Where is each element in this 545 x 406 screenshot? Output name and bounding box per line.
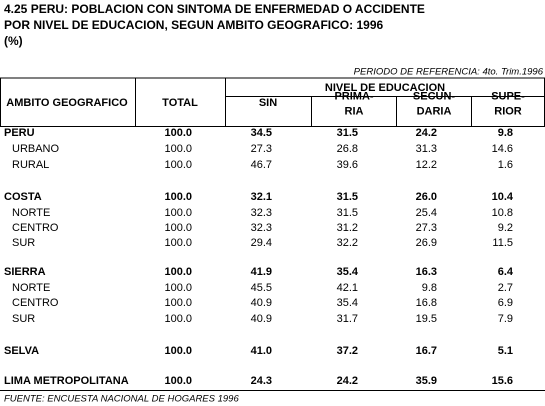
cell: 26.0 [416,191,437,203]
row-label: COSTA [4,191,42,203]
row-label: NORTE [12,282,50,294]
cell: 9.2 [498,222,513,234]
cell: 32.2 [337,237,358,249]
cell: 26.8 [337,143,358,155]
cell: 27.3 [251,143,272,155]
cell: 1.6 [498,159,513,171]
cell: 100.0 [164,143,192,155]
cell: 41.0 [251,345,272,357]
column-header: TOTAL [162,97,198,109]
column-header: DARIA [417,105,452,117]
cell: 11.5 [492,237,513,249]
row-label: LIMA METROPOLITANA [4,375,129,387]
cell: 14.6 [492,143,513,155]
reference: PERIODO DE REFERENCIA: 4to. Trim.1996 [354,67,544,78]
cell: 42.1 [337,282,358,294]
cell: 37.2 [337,345,358,357]
cell: 16.3 [416,266,437,278]
cell: 35.9 [416,375,437,387]
cell: 16.7 [416,345,437,357]
cell: 10.8 [492,207,513,219]
column-header: AMBITO GEOGRAFICO [6,97,128,109]
cell: 31.5 [337,191,358,203]
cell: 100.0 [164,297,192,309]
cell: 100.0 [164,159,192,171]
row-label: PERU [4,127,35,139]
cell: 100.0 [164,313,192,325]
cell: 35.4 [337,266,359,278]
cell: 10.4 [492,191,514,203]
cell: 15.6 [492,375,513,387]
cell: 45.5 [251,282,272,294]
cell: 40.9 [251,313,272,325]
cell: 27.3 [416,222,437,234]
cell: 12.2 [416,159,437,171]
footer: FUENTE: ENCUESTA NACIONAL DE HOGARES 199… [4,394,239,405]
cell: 31.5 [337,207,358,219]
cell: 6.9 [498,297,513,309]
cell: 31.5 [337,127,358,139]
cell: 32.1 [251,191,272,203]
cell: 24.3 [251,375,272,387]
row-label: CENTRO [12,222,59,234]
column-header: NIVEL DE EDUCACION [325,82,445,94]
cell: 39.6 [337,159,358,171]
row-label: SELVA [4,345,39,357]
cell: 24.2 [337,375,358,387]
cell: 2.7 [498,282,513,294]
cell: 9.8 [498,127,513,139]
cell: 19.5 [416,313,437,325]
cell: 31.2 [337,222,358,234]
column-header: SECUN- [413,90,456,102]
cell: 34.5 [251,127,272,139]
cell: 6.4 [498,266,514,278]
cell: 41.9 [251,266,272,278]
row-label: SIERRA [4,266,46,278]
cell: 100.0 [164,237,192,249]
row-label: CENTRO [12,297,59,309]
cell: 100.0 [164,222,192,234]
row-label: URBANO [12,143,60,155]
title: (%) [4,34,23,48]
cell: 46.7 [251,159,272,171]
cell: 100.0 [164,375,192,387]
column-header: SIN [259,97,277,109]
cell: 29.4 [251,237,272,249]
cell: 7.9 [498,313,513,325]
row-label: NORTE [12,207,50,219]
title: POR NIVEL DE EDUCACION, SEGUN AMBITO GEO… [4,18,383,32]
column-header: SUPE- [491,90,525,102]
cell: 100.0 [164,282,192,294]
cell: 24.2 [416,127,437,139]
cell: 32.3 [251,222,272,234]
column-header: PRIMA- [334,90,373,102]
column-header: RIA [345,105,364,117]
cell: 31.7 [337,313,358,325]
cell: 9.8 [422,282,437,294]
cell: 40.9 [251,297,272,309]
title: 4.25 PERU: POBLACION CON SINTOMA DE ENFE… [4,2,425,16]
cell: 31.3 [416,143,437,155]
cell: 100.0 [164,191,192,203]
cell: 32.3 [251,207,272,219]
cell: 100.0 [164,127,192,139]
cell: 100.0 [164,345,192,357]
row-label: SUR [12,237,35,249]
row-label: RURAL [12,159,49,171]
cell: 5.1 [498,345,513,357]
cell: 25.4 [416,207,437,219]
cell: 100.0 [164,207,192,219]
column-header: RIOR [494,105,522,117]
cell: 16.8 [416,297,437,309]
row-label: SUR [12,313,35,325]
cell: 26.9 [416,237,437,249]
cell: 35.4 [337,297,358,309]
cell: 100.0 [164,266,192,278]
